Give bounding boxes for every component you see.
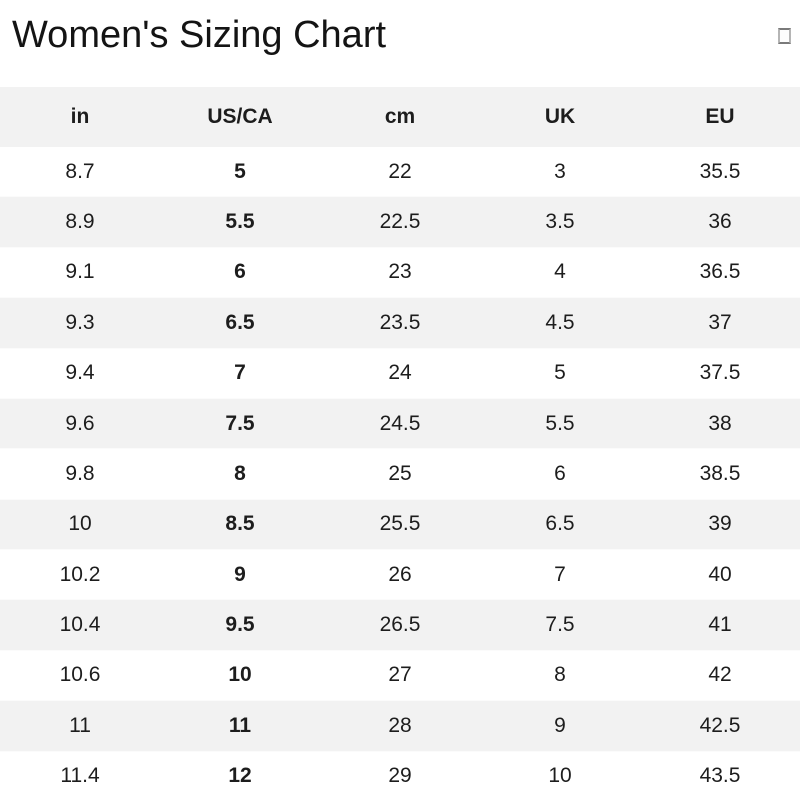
table-cell: 7 — [160, 348, 320, 399]
table-cell: 42 — [640, 650, 800, 702]
table-cell: 5 — [160, 147, 320, 198]
table-cell: 9.4 — [0, 348, 160, 399]
table-cell: 28 — [320, 700, 480, 752]
table-cell: 11 — [160, 700, 320, 752]
table-cell: 7 — [480, 549, 640, 601]
table-cell: 29 — [320, 751, 480, 789]
table-cell: 8.9 — [0, 196, 160, 248]
table-cell: 10 — [480, 751, 640, 789]
table-cell: 8.5 — [160, 499, 320, 551]
table-cell: 9 — [160, 549, 320, 601]
table-row: 10.6 10 27 8 42 — [0, 650, 800, 702]
table-cell: 4 — [480, 247, 640, 299]
table-cell: 3 — [480, 147, 640, 198]
table-cell: 8.7 — [0, 147, 160, 198]
column-header-us-ca: US/CA — [160, 87, 320, 147]
table-row: 10 8.5 25.5 6.5 39 — [0, 499, 800, 551]
table-cell: 25.5 — [320, 499, 480, 551]
table-cell: 8 — [480, 650, 640, 702]
table-cell: 24 — [320, 348, 480, 399]
table-row: 11 11 28 9 42.5 — [0, 700, 800, 752]
table-row: 9.8 8 25 6 38.5 — [0, 448, 800, 500]
table-cell: 9.3 — [0, 297, 160, 349]
table-cell: 9.5 — [160, 599, 320, 651]
table-cell: 36 — [640, 196, 800, 248]
table-cell: 42.5 — [640, 700, 800, 752]
table-cell: 6 — [480, 448, 640, 500]
corner-glyph-icon[interactable] — [778, 28, 791, 44]
table-cell: 12 — [160, 751, 320, 789]
table-cell: 38 — [640, 398, 800, 450]
table-cell: 22 — [320, 147, 480, 198]
table-row: 9.6 7.5 24.5 5.5 38 — [0, 398, 800, 450]
table-cell: 10 — [160, 650, 320, 702]
table-cell: 36.5 — [640, 247, 800, 299]
table-row: 10.2 9 26 7 40 — [0, 549, 800, 601]
table-cell: 3.5 — [480, 196, 640, 248]
table-cell: 24.5 — [320, 398, 480, 450]
table-cell: 39 — [640, 499, 800, 551]
table-cell: 37 — [640, 297, 800, 349]
table-cell: 9.8 — [0, 448, 160, 500]
table-cell: 6.5 — [160, 297, 320, 349]
table-cell: 38.5 — [640, 448, 800, 500]
table-cell: 26 — [320, 549, 480, 601]
table-cell: 4.5 — [480, 297, 640, 349]
header-row: in US/CA cm UK EU — [0, 87, 800, 147]
page-header: Women's Sizing Chart — [0, 0, 800, 87]
table-cell: 43.5 — [640, 751, 800, 789]
table-cell: 7.5 — [160, 398, 320, 450]
sizing-table-body: 8.7 5 22 3 35.5 8.9 5.5 22.5 3.5 36 9.1 6 23 4 36.5 9.3… — [0, 147, 800, 789]
table-row: 8.7 5 22 3 35.5 — [0, 147, 800, 198]
table-row: 10.4 9.5 26.5 7.5 41 — [0, 599, 800, 651]
table-cell: 27 — [320, 650, 480, 702]
table-cell: 5.5 — [160, 196, 320, 248]
column-header-cm: cm — [320, 87, 480, 147]
table-row: 9.1 6 23 4 36.5 — [0, 247, 800, 299]
table-row: 8.9 5.5 22.5 3.5 36 — [0, 196, 800, 248]
column-header-eu: EU — [640, 87, 800, 147]
table-cell: 41 — [640, 599, 800, 651]
table-cell: 9.6 — [0, 398, 160, 450]
table-cell: 35.5 — [640, 147, 800, 198]
table-cell: 8 — [160, 448, 320, 500]
table-cell: 26.5 — [320, 599, 480, 651]
page-title: Women's Sizing Chart — [12, 14, 387, 56]
table-cell: 37.5 — [640, 348, 800, 399]
table-row: 9.3 6.5 23.5 4.5 37 — [0, 297, 800, 349]
table-cell: 22.5 — [320, 196, 480, 248]
table-cell: 11 — [0, 700, 160, 752]
table-cell: 10.2 — [0, 549, 160, 601]
table-cell: 11.4 — [0, 751, 160, 789]
table-cell: 9 — [480, 700, 640, 752]
table-cell: 7.5 — [480, 599, 640, 651]
table-cell: 23.5 — [320, 297, 480, 349]
table-cell: 10.6 — [0, 650, 160, 702]
table-cell: 5 — [480, 348, 640, 399]
table-cell: 23 — [320, 247, 480, 299]
table-cell: 10.4 — [0, 599, 160, 651]
sizing-table-head: in US/CA cm UK EU — [0, 87, 800, 147]
table-cell: 10 — [0, 499, 160, 551]
table-row: 11.4 12 29 10 43.5 — [0, 751, 800, 789]
table-cell: 5.5 — [480, 398, 640, 450]
table-cell: 40 — [640, 549, 800, 601]
sizing-table: in US/CA cm UK EU 8.7 5 22 3 35.5 8.9 5.5 22.5 3… — [0, 87, 800, 789]
table-cell: 25 — [320, 448, 480, 500]
column-header-uk: UK — [480, 87, 640, 147]
table-cell: 9.1 — [0, 247, 160, 299]
table-cell: 6.5 — [480, 499, 640, 551]
table-row: 9.4 7 24 5 37.5 — [0, 348, 800, 399]
table-cell: 6 — [160, 247, 320, 299]
column-header-in: in — [0, 87, 160, 147]
